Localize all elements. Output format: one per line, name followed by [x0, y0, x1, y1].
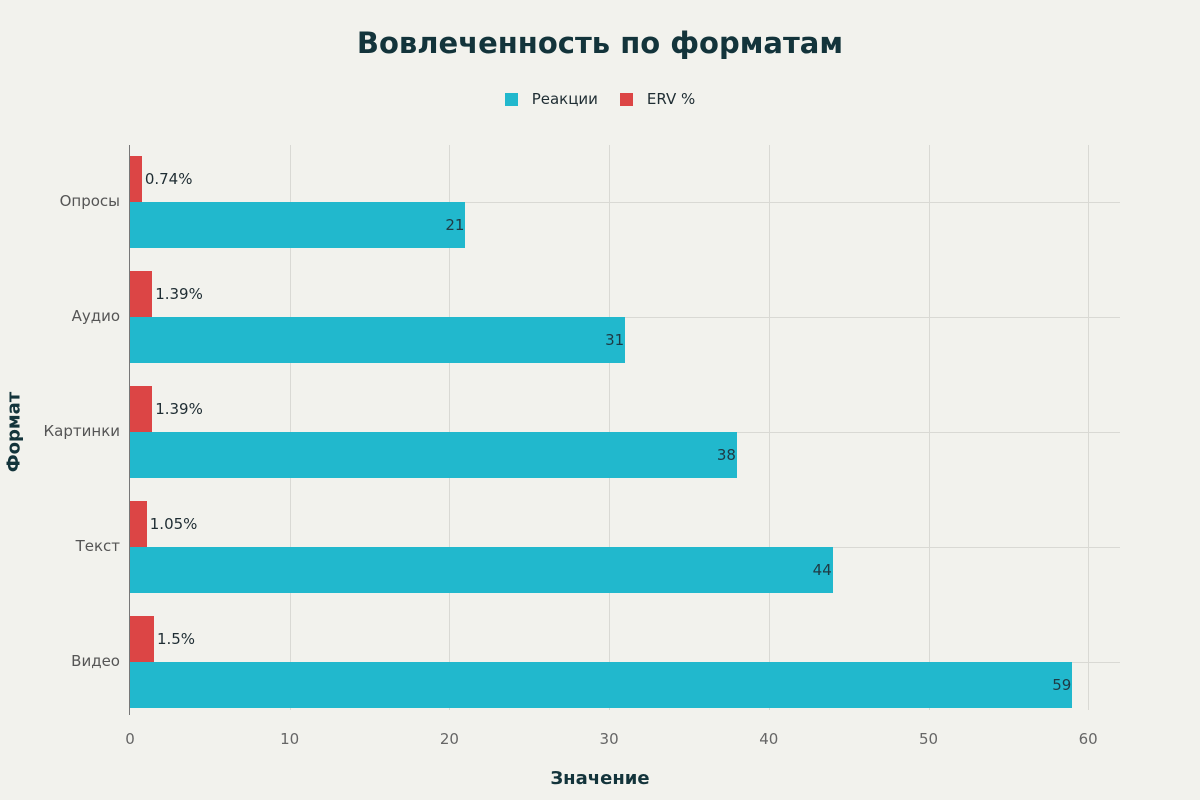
x-tick-label: 0 — [125, 730, 135, 748]
bar-erv[interactable] — [130, 271, 153, 317]
bar-reactions[interactable] — [130, 317, 626, 363]
bar-label-reactions: 59 — [1052, 676, 1072, 694]
y-category-label: Видео — [71, 652, 120, 670]
gridline-x — [449, 145, 451, 710]
x-tick-label: 50 — [918, 730, 939, 748]
bar-label-reactions: 31 — [605, 331, 625, 349]
gridline-x — [928, 145, 930, 710]
legend-item-reactions[interactable]: Реакции — [504, 90, 598, 108]
bar-label-erv: 1.39% — [155, 285, 203, 303]
bar-label-erv: 1.05% — [149, 515, 198, 533]
bar-label-erv: 1.5% — [156, 630, 196, 648]
bar-label-reactions: 38 — [716, 446, 736, 464]
gridline-x — [1088, 145, 1090, 710]
legend-item-erv[interactable]: ERV % — [619, 90, 696, 108]
bar-reactions[interactable] — [130, 547, 833, 593]
legend-label-reactions: Реакции — [531, 90, 598, 108]
bar-label-erv: 1.39% — [155, 400, 203, 418]
gridline-x — [768, 145, 770, 710]
x-tick-label: 60 — [1078, 730, 1098, 748]
legend-swatch-erv — [619, 92, 633, 106]
bar-erv[interactable] — [130, 156, 142, 202]
y-category-label: Текст — [75, 537, 120, 555]
x-tick-label: 10 — [280, 730, 300, 748]
gridline-y — [130, 202, 1120, 203]
gridline-x — [609, 145, 611, 710]
gridline-x — [289, 145, 291, 710]
legend: Реакции ERV % — [0, 90, 1200, 108]
bar-erv[interactable] — [130, 616, 154, 662]
x-tick-label: 40 — [759, 730, 779, 748]
bar-label-reactions: 44 — [812, 561, 832, 579]
y-category-label: Аудио — [71, 307, 120, 325]
legend-label-erv: ERV % — [646, 90, 696, 108]
bar-reactions[interactable] — [130, 662, 1073, 708]
y-axis-line — [129, 145, 130, 715]
chart-title: Вовлеченность по форматам — [356, 26, 844, 60]
y-category-label: Картинки — [43, 422, 120, 440]
y-axis-label: Формат — [3, 391, 25, 473]
bar-label-erv: 0.74% — [144, 170, 193, 188]
legend-swatch-reactions — [504, 92, 518, 106]
plot-area: 0.74% 21 1.39% 31 1.39% 38 1.05% 44 1.5% 59 — [130, 145, 1120, 710]
bar-erv[interactable] — [130, 386, 153, 432]
bar-reactions[interactable] — [130, 432, 737, 478]
x-axis-label: Значение — [550, 768, 650, 789]
bar-erv[interactable] — [130, 501, 147, 547]
x-tick-label: 20 — [439, 730, 459, 748]
y-category-label: Опросы — [59, 192, 120, 210]
bar-reactions[interactable] — [130, 202, 466, 248]
bar-label-reactions: 21 — [445, 216, 465, 234]
x-tick-label: 30 — [599, 730, 619, 748]
